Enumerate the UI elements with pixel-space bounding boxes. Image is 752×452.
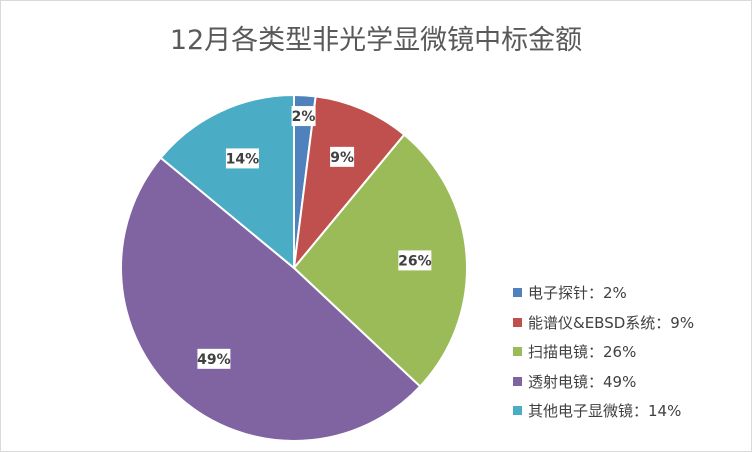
chart-title: 12月各类型非光学显微镜中标金额: [169, 25, 583, 56]
legend-item-sem: 扫描电镜：26%: [513, 337, 694, 367]
legend-item-electron-probe: 电子探针：2%: [513, 278, 694, 308]
svg-text:9%: 9%: [330, 150, 354, 166]
data-label-electron-probe: 2%: [291, 106, 316, 127]
legend-label: 能谱仪&EBSD系统：9%: [528, 313, 695, 332]
data-label-other-em: 14%: [226, 148, 260, 169]
legend-item-other-em: 其他电子显微镜：14%: [513, 396, 694, 426]
slice-sem: [292, 133, 468, 388]
legend-item-tem: 透射电镜：49%: [513, 367, 694, 397]
legend-label: 透射电镜：49%: [528, 372, 637, 391]
slice-other-em: [159, 93, 295, 271]
pie-slices: [119, 93, 468, 443]
data-label-sem: 26%: [398, 250, 432, 271]
svg-text:49%: 49%: [197, 352, 231, 368]
legend-label: 其他电子显微镜：14%: [528, 402, 682, 421]
legend: 电子探针：2% 能谱仪&EBSD系统：9% 扫描电镜：26% 透射电镜：49% 其他电子…: [513, 278, 694, 426]
slice-eds-ebsd: [292, 95, 406, 272]
svg-text:2%: 2%: [292, 109, 316, 125]
data-label-eds-ebsd: 9%: [330, 146, 355, 167]
legend-label: 扫描电镜：26%: [528, 343, 637, 362]
legend-item-eds-ebsd: 能谱仪&EBSD系统：9%: [513, 308, 694, 338]
legend-swatch: [513, 317, 522, 327]
legend-swatch: [513, 288, 522, 298]
data-label-tem: 49%: [197, 348, 231, 369]
svg-text:14%: 14%: [226, 151, 260, 167]
data-labels: 2% 9% 26% 49% 14%: [197, 106, 432, 369]
svg-text:26%: 26%: [398, 253, 432, 269]
legend-swatch: [513, 406, 522, 416]
legend-swatch: [513, 376, 522, 386]
slice-tem: [119, 156, 422, 443]
legend-swatch: [513, 347, 522, 357]
legend-label: 电子探针：2%: [528, 284, 627, 303]
